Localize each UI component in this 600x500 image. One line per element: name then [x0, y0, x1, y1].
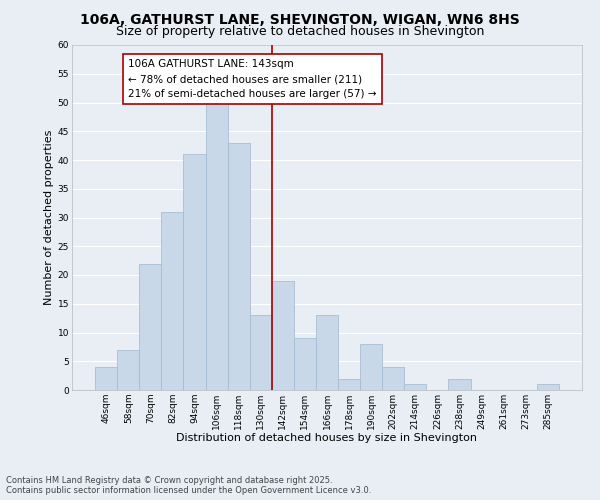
- Bar: [338, 378, 360, 390]
- Text: Contains HM Land Registry data © Crown copyright and database right 2025.
Contai: Contains HM Land Registry data © Crown c…: [6, 476, 371, 495]
- Bar: [184, 154, 206, 390]
- Bar: [272, 281, 294, 390]
- Bar: [139, 264, 161, 390]
- Bar: [448, 378, 470, 390]
- Bar: [360, 344, 382, 390]
- Text: 106A, GATHURST LANE, SHEVINGTON, WIGAN, WN6 8HS: 106A, GATHURST LANE, SHEVINGTON, WIGAN, …: [80, 12, 520, 26]
- Bar: [404, 384, 427, 390]
- X-axis label: Distribution of detached houses by size in Shevington: Distribution of detached houses by size …: [176, 434, 478, 444]
- Bar: [537, 384, 559, 390]
- Bar: [294, 338, 316, 390]
- Bar: [161, 212, 184, 390]
- Text: 106A GATHURST LANE: 143sqm
← 78% of detached houses are smaller (211)
21% of sem: 106A GATHURST LANE: 143sqm ← 78% of deta…: [128, 60, 377, 99]
- Bar: [206, 102, 227, 390]
- Bar: [316, 316, 338, 390]
- Bar: [382, 367, 404, 390]
- Bar: [227, 143, 250, 390]
- Bar: [250, 316, 272, 390]
- Bar: [95, 367, 117, 390]
- Bar: [117, 350, 139, 390]
- Text: Size of property relative to detached houses in Shevington: Size of property relative to detached ho…: [116, 25, 484, 38]
- Y-axis label: Number of detached properties: Number of detached properties: [44, 130, 53, 305]
